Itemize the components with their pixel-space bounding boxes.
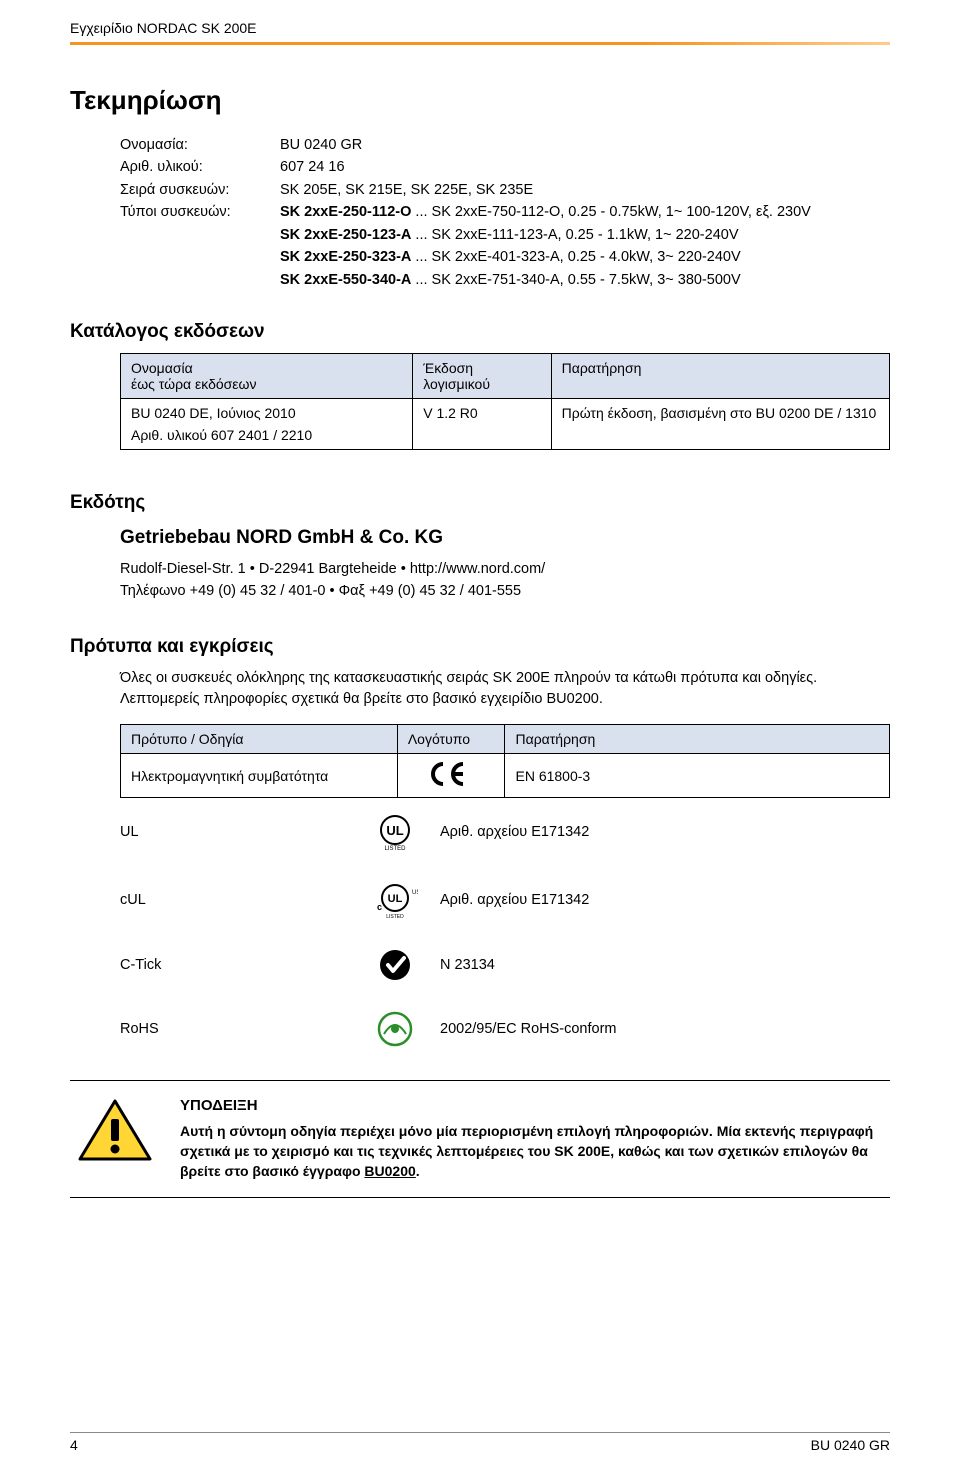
header-divider (70, 42, 890, 45)
note-box: ΥΠΟΔΕΙΞΗ Αυτή η σύντομη οδηγία περιέχει … (70, 1080, 890, 1198)
doc-name-label: Ονομασία: (120, 134, 280, 156)
doc-material-value: 607 24 16 (280, 156, 890, 178)
standards-emc-note: EN 61800-3 (505, 754, 890, 798)
ce-logo-icon (429, 775, 473, 791)
doc-types-l3b: ... SK 2xxE-401-323-A, (415, 249, 563, 265)
standards-ctick-note: N 23134 (440, 957, 890, 973)
doc-types-l1a: SK 2xxE-250-112-O (280, 204, 411, 220)
warning-triangle-icon (70, 1097, 160, 1165)
svg-text:LISTED: LISTED (386, 914, 404, 920)
standards-table: Πρότυπο / Οδηγία Λογότυπο Παρατήρηση Ηλε… (120, 724, 890, 798)
doc-series-label: Σειρά συσκευών: (120, 179, 280, 201)
standards-col1: Πρότυπο / Οδηγία (121, 725, 398, 754)
footer-doc: BU 0240 GR (811, 1437, 890, 1453)
editions-col3: Παρατήρηση (551, 354, 889, 399)
svg-text:US: US (412, 890, 418, 896)
svg-text:UL: UL (388, 893, 403, 905)
rohs-logo-icon (350, 1010, 440, 1048)
note-text: Αυτή η σύντομη οδηγία περιέχει μόνο μία … (180, 1122, 890, 1181)
editions-col1: Ονομασία έως τώρα εκδόσεων (121, 354, 413, 399)
standards-cul-note: Αριθ. αρχείου E171342 (440, 892, 890, 908)
note-body-b: . (416, 1163, 420, 1179)
cul-logo-icon: c UL US LISTED (350, 880, 440, 920)
standards-rohs-note: 2002/95/EC RoHS-conform (440, 1021, 890, 1037)
section-documentation-title: Τεκμηρίωση (70, 85, 890, 116)
section-editions-title: Κατάλογος εκδόσεων (70, 321, 890, 343)
standards-col2: Λογότυπο (397, 725, 505, 754)
svg-text:UL: UL (386, 823, 403, 838)
doc-name-value: BU 0240 GR (280, 134, 890, 156)
standards-intro: Όλες οι συσκευές ολόκληρης της κατασκευα… (120, 668, 890, 710)
section-standards-title: Πρότυπα και εγκρίσεις (70, 636, 890, 658)
doc-types-l4a: SK 2xxE-550-340-A (280, 272, 411, 288)
standards-cul-label: cUL (120, 892, 350, 908)
page-header: Εγχειρίδιο NORDAC SK 200E (70, 20, 890, 36)
standards-col3: Παρατήρηση (505, 725, 890, 754)
standards-rohs-label: RoHS (120, 1021, 350, 1037)
doc-types-l3c: 0.25 - 4.0kW, 3~ 220-240V (568, 249, 741, 265)
doc-types-l2b: ... SK 2xxE-111-123-A, (415, 227, 561, 243)
ul-logo-icon: UL LISTED (350, 812, 440, 852)
doc-types-l1c: 0.25 - 0.75kW, 1~ 100-120V, εξ. 230V (568, 204, 811, 220)
note-title: ΥΠΟΔΕΙΞΗ (180, 1097, 890, 1114)
publisher-block: Getriebebau NORD GmbH & Co. KG Rudolf-Di… (120, 524, 890, 602)
editions-col2: Έκδοση λογισμικού (413, 354, 551, 399)
standards-ul-note: Αριθ. αρχείου E171342 (440, 824, 890, 840)
doc-types-l4b: ... SK 2xxE-751-340-A, (415, 272, 563, 288)
publisher-phones: Τηλέφωνο +49 (0) 45 32 / 401-0 • Φαξ +49… (120, 581, 890, 603)
doc-types-l4c: 0.55 - 7.5kW, 3~ 380-500V (568, 272, 741, 288)
note-body-a: Αυτή η σύντομη οδηγία περιέχει μόνο μία … (180, 1123, 873, 1178)
section-publisher-title: Εκδότης (70, 492, 890, 514)
editions-row1-c1a: BU 0240 DE, Ιούνιος 2010 (131, 405, 402, 421)
ctick-logo-icon (350, 948, 440, 982)
note-body-u: BU0200 (364, 1163, 415, 1179)
doc-types-l2a: SK 2xxE-250-123-A (280, 227, 411, 243)
editions-row1-c3: Πρώτη έκδοση, βασισμένη στο BU 0200 DE /… (551, 399, 889, 450)
doc-kv-block: Ονομασία: BU 0240 GR Αριθ. υλικού: 607 2… (120, 134, 890, 291)
doc-series-value: SK 205E, SK 215E, SK 225E, SK 235E (280, 179, 890, 201)
editions-row1-c1b: Αριθ. υλικού 607 2401 / 2210 (131, 427, 402, 443)
standards-emc-label: Ηλεκτρομαγνητική συμβατότητα (121, 754, 398, 798)
editions-row1-c2: V 1.2 R0 (413, 399, 551, 450)
doc-types-l2c: 0.25 - 1.1kW, 1~ 220-240V (566, 227, 739, 243)
svg-text:c: c (377, 902, 382, 912)
doc-types-l1b: ... SK 2xxE-750-112-O, (415, 204, 564, 220)
doc-types-l3a: SK 2xxE-250-323-A (280, 249, 411, 265)
footer-page: 4 (70, 1437, 78, 1453)
svg-text:LISTED: LISTED (384, 846, 406, 852)
standards-ctick-label: C-Tick (120, 957, 350, 973)
standards-ul-label: UL (120, 824, 350, 840)
publisher-address: Rudolf-Diesel-Str. 1 • D-22941 Bargtehei… (120, 559, 890, 581)
publisher-company: Getriebebau NORD GmbH & Co. KG (120, 524, 890, 553)
doc-material-label: Αριθ. υλικού: (120, 156, 280, 178)
page-footer: 4 BU 0240 GR (70, 1432, 890, 1453)
doc-types-label: Τύποι συσκευών: (120, 201, 280, 223)
editions-table: Ονομασία έως τώρα εκδόσεων Έκδοση λογισμ… (120, 353, 890, 450)
